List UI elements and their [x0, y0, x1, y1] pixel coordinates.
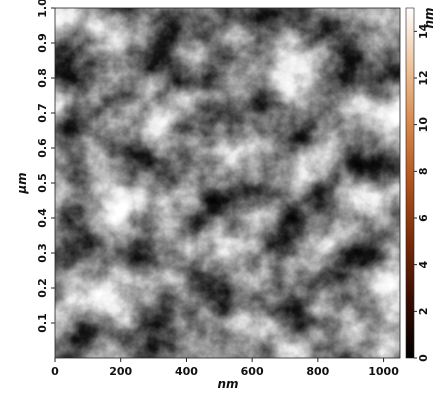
y-tick-label: 0.6 [36, 138, 49, 158]
y-tick-label: 0.8 [36, 68, 49, 88]
colorbar-tick-label: 6 [417, 214, 430, 222]
x-tick-label: 1000 [368, 365, 399, 378]
y-tick-label: 1.0 [36, 0, 49, 18]
y-tick-label: 0.5 [36, 173, 49, 193]
colorbar-scale [405, 7, 415, 359]
colorbar-tick-label: 12 [417, 70, 430, 85]
plot-area [54, 7, 401, 359]
colorbar: 0 2 4 6 8 10 12 14 nm [405, 7, 436, 362]
x-tick-label: 400 [175, 365, 198, 378]
y-tick-label: 0.9 [36, 33, 49, 53]
colorbar-tick-label: 14 [417, 23, 430, 39]
y-axis-title: µm [15, 172, 29, 194]
y-tick-label: 0.7 [36, 103, 49, 123]
x-tick-label: 0 [51, 365, 59, 378]
colorbar-unit-label: nm [422, 7, 436, 28]
x-axis: 0 200 400 600 800 1000 [51, 358, 399, 378]
height-map-texture [55, 8, 400, 358]
y-tick-label: 0.2 [36, 278, 49, 298]
y-tick-label: 0.4 [36, 208, 49, 228]
colorbar-tick-label: 8 [417, 168, 430, 176]
colorbar-tick-label: 4 [417, 260, 430, 268]
colorbar-tick-label: 0 [417, 354, 430, 362]
x-tick-label: 800 [306, 365, 329, 378]
colorbar-tick-label: 2 [417, 308, 430, 316]
x-tick-label: 200 [109, 365, 132, 378]
y-tick-label: 0.1 [36, 313, 49, 333]
colorbar-tick-label: 10 [417, 117, 430, 133]
y-axis: 0.1 0.2 0.3 0.4 0.5 0.6 0.7 0.8 0.9 1.0 [36, 0, 55, 333]
colorbar-ticks: 0 2 4 6 8 10 12 14 [414, 23, 430, 362]
x-tick-label: 600 [241, 365, 264, 378]
y-tick-label: 0.3 [36, 243, 49, 263]
x-axis-title: nm [217, 377, 238, 391]
